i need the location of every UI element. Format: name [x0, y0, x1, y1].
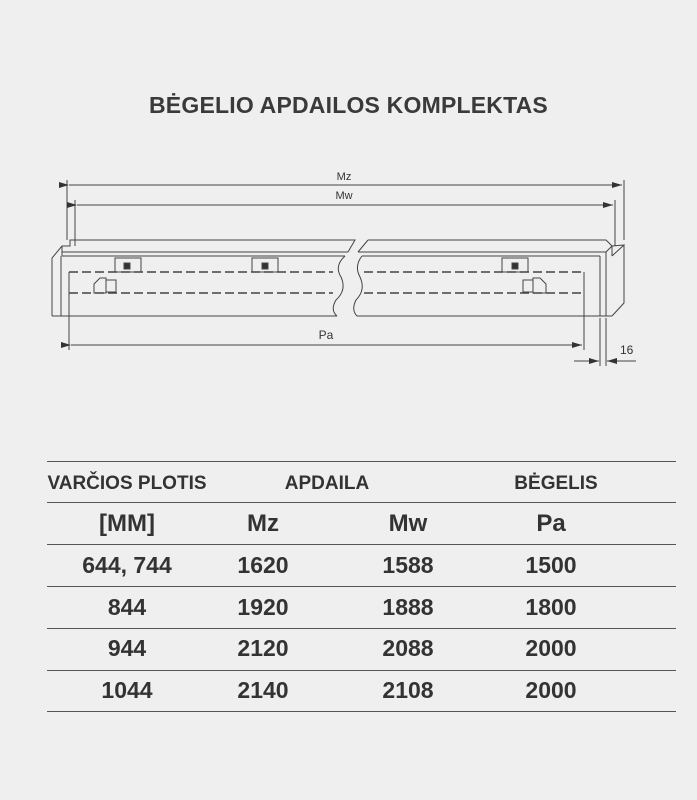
dimension-label-pa: Pa	[319, 328, 334, 342]
column-header-mz: Mz	[247, 510, 279, 537]
table-divider	[47, 586, 676, 587]
cell-mw: 1888	[382, 594, 434, 620]
dimension-label-mz: Mz	[337, 171, 352, 183]
table-divider	[47, 711, 676, 712]
clip-icon	[114, 257, 142, 273]
rail-trim-diagram: Mz Mw	[51, 171, 636, 366]
dimension-label-mw: Mw	[335, 190, 352, 202]
header-trim: APDAILA	[284, 473, 370, 494]
column-header-pa: Pa	[536, 510, 566, 537]
cell-mw: 2088	[382, 635, 434, 661]
cell-pa: 1800	[525, 594, 577, 620]
page-title: BĖGELIO APDAILOS KOMPLEKTAS	[149, 92, 548, 118]
cell-pa: 1500	[525, 552, 577, 578]
table-divider	[47, 544, 676, 545]
dimension-label-16: 16	[620, 343, 634, 357]
end-stop-icon	[93, 277, 117, 294]
clip-icon	[251, 257, 279, 273]
cell-door-width: 844	[107, 594, 147, 620]
table-divider	[47, 628, 676, 629]
cell-mz: 2120	[237, 635, 289, 661]
cell-pa: 2000	[525, 677, 577, 703]
column-header-mm: [MM]	[99, 510, 155, 537]
cell-mz: 2140	[237, 677, 289, 703]
cell-mw: 1588	[382, 552, 434, 578]
cell-mw: 2108	[382, 677, 434, 703]
table-divider	[47, 670, 676, 671]
cell-door-width: 644, 744	[82, 552, 172, 578]
cell-mz: 1620	[237, 552, 289, 578]
cell-door-width: 1044	[101, 677, 153, 703]
cell-mz: 1920	[237, 594, 289, 620]
dimension-pa: Pa	[61, 293, 585, 350]
end-stop-icon	[522, 277, 547, 294]
dimension-mw: Mw	[67, 190, 616, 246]
clip-icon	[501, 257, 529, 273]
dimension-mz: Mz	[59, 171, 625, 240]
column-header-mw: Mw	[388, 510, 428, 537]
rail-body	[51, 239, 625, 317]
cell-door-width: 944	[107, 635, 147, 661]
table-divider	[47, 461, 676, 462]
table-divider	[47, 502, 676, 503]
header-rail: BĖGELIS	[514, 473, 598, 494]
cell-pa: 2000	[525, 635, 577, 661]
header-door-width: VARČIOS PLOTIS	[47, 473, 207, 494]
dimension-16: 16	[574, 318, 636, 366]
